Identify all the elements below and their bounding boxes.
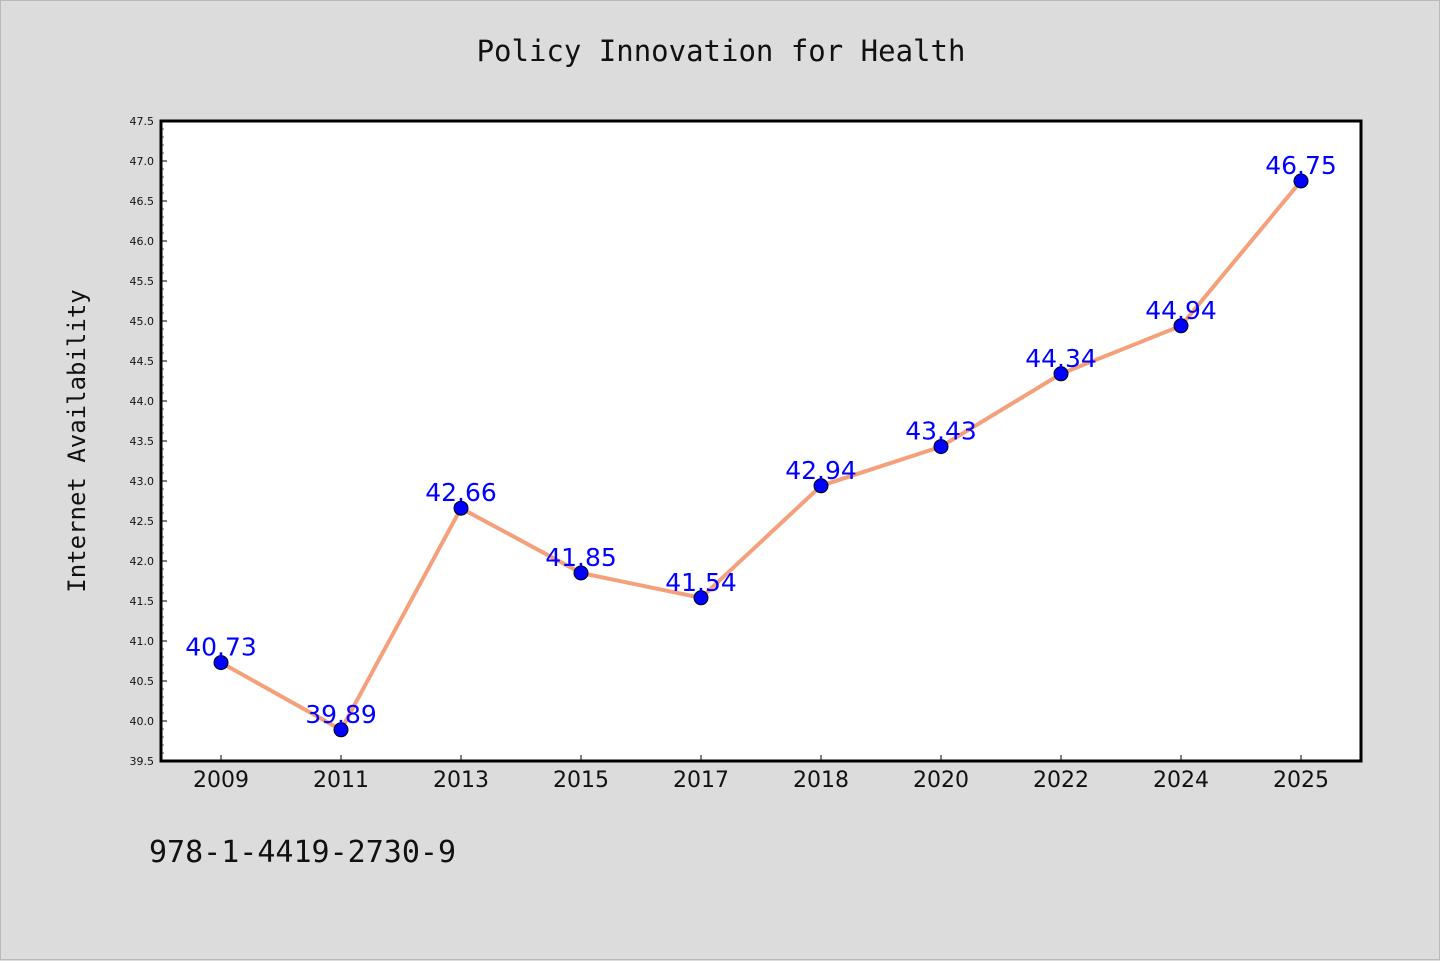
data-point (813, 478, 829, 494)
y-axis-label: Internet Availability (63, 289, 91, 592)
data-point (1173, 318, 1189, 334)
x-tick-label: 2025 (1273, 768, 1329, 793)
x-tick-label: 2018 (793, 768, 849, 793)
y-tick-label: 42.0 (130, 555, 155, 568)
y-tick-label: 40.5 (130, 675, 155, 688)
y-tick-label: 41.0 (130, 635, 155, 648)
data-label: 39.89 (305, 700, 377, 729)
y-tick-label: 47.0 (130, 155, 155, 168)
data-label: 41.85 (545, 543, 617, 572)
plot-area (159, 119, 1363, 763)
x-tick-label: 2011 (313, 768, 369, 793)
data-point (453, 500, 469, 516)
y-tick-label: 39.5 (130, 755, 155, 768)
data-label: 44.34 (1025, 344, 1097, 373)
y-tick-label: 42.5 (130, 515, 155, 528)
x-tick-label: 2017 (673, 768, 729, 793)
data-point (573, 565, 589, 581)
data-label: 40.73 (185, 633, 257, 662)
y-tick-label: 44.5 (130, 355, 155, 368)
data-point (213, 655, 229, 671)
data-label: 42.66 (425, 478, 497, 507)
data-label: 44.94 (1145, 296, 1217, 325)
x-tick-label: 2013 (433, 768, 489, 793)
x-tick-label: 2022 (1033, 768, 1089, 793)
x-tick-label: 2015 (553, 768, 609, 793)
data-point (933, 439, 949, 455)
y-tick-label: 44.0 (130, 395, 155, 408)
x-tick-label: 2024 (1153, 768, 1209, 793)
data-label: 46.75 (1265, 151, 1337, 180)
data-label: 43.43 (905, 417, 977, 446)
y-tick-label: 43.5 (130, 435, 155, 448)
data-label: 41.54 (665, 568, 737, 597)
data-point (693, 590, 709, 606)
y-tick-label: 46.0 (130, 235, 155, 248)
y-tick-label: 45.0 (130, 315, 155, 328)
chart-title: Policy Innovation for Health (476, 34, 966, 68)
data-point (333, 722, 349, 738)
y-tick-label: 40.0 (130, 715, 155, 728)
y-tick-label: 43.0 (130, 475, 155, 488)
data-point (1053, 366, 1069, 382)
x-tick-label: 2020 (913, 768, 969, 793)
y-tick-label: 41.5 (130, 595, 155, 608)
x-tick-label: 2009 (193, 768, 249, 793)
series-line (220, 179, 1303, 732)
y-tick-label: 47.5 (130, 115, 155, 128)
footnote: 978-1-4419-2730-9 (149, 835, 457, 870)
data-point (1293, 173, 1309, 189)
data-label: 42.94 (785, 456, 857, 485)
y-tick-label: 45.5 (130, 275, 155, 288)
y-tick-label: 46.5 (130, 195, 155, 208)
